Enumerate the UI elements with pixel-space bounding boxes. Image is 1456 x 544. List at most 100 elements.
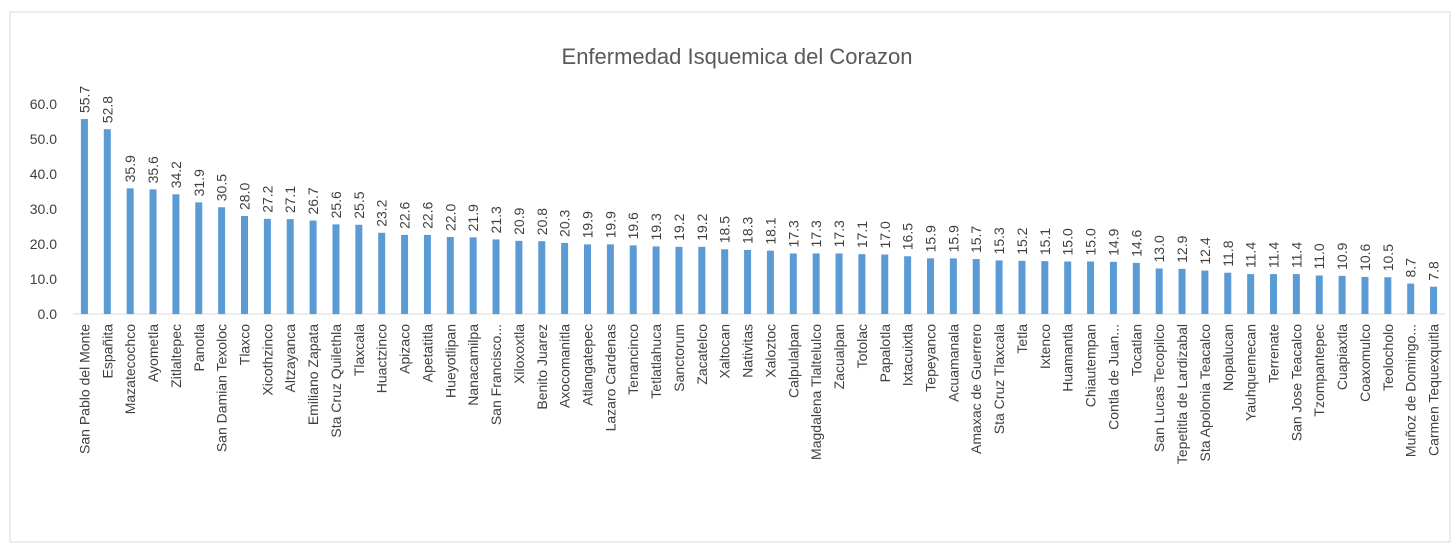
x-tick-label: Apetatitla bbox=[419, 324, 435, 383]
x-tick-label: Magdalena Tlaltelulco bbox=[808, 324, 824, 460]
data-label: 10.5 bbox=[1380, 244, 1396, 271]
x-tick-label: Carmen Tequexquitla bbox=[1426, 324, 1442, 456]
x-tick-label: Mazatecochco bbox=[122, 324, 138, 414]
data-label: 23.2 bbox=[374, 199, 390, 226]
bar bbox=[126, 188, 134, 314]
x-tick-label: Atlangatepec bbox=[580, 324, 596, 406]
x-tick-label: Papalotla bbox=[877, 324, 893, 383]
bar bbox=[1132, 262, 1140, 314]
data-label: 15.1 bbox=[1037, 228, 1053, 255]
data-label: 19.6 bbox=[625, 212, 641, 239]
x-tick-label: Hueyotlipan bbox=[442, 324, 458, 398]
data-label: 19.9 bbox=[602, 211, 618, 238]
bar bbox=[1018, 260, 1026, 314]
x-tick-label: Tepeyanco bbox=[923, 324, 939, 392]
data-label: 11.8 bbox=[1220, 240, 1236, 266]
x-tick-label: Coaxomulco bbox=[1357, 324, 1373, 402]
bar bbox=[149, 189, 157, 314]
x-tick-label: Xaloztoc bbox=[762, 324, 778, 378]
data-label: 11.0 bbox=[1311, 243, 1327, 269]
x-tick-label: San Damian Texoloc bbox=[214, 324, 230, 452]
bar bbox=[766, 250, 774, 314]
bar bbox=[241, 216, 248, 314]
x-tick-label: Españita bbox=[99, 324, 115, 379]
data-label: 22.6 bbox=[397, 201, 413, 228]
data-label: 17.0 bbox=[877, 221, 893, 248]
bar bbox=[881, 254, 889, 314]
x-tick-label: Tzompantepec bbox=[1311, 324, 1327, 417]
y-tick-label: 0.0 bbox=[38, 306, 58, 322]
data-label: 20.3 bbox=[557, 209, 573, 236]
bar bbox=[629, 245, 637, 314]
x-tick-label: Sta Cruz Quilethla bbox=[328, 324, 344, 438]
x-tick-label: Benito Juarez bbox=[534, 324, 550, 410]
x-tick-label: Apizaco bbox=[397, 324, 413, 374]
bar bbox=[698, 246, 706, 314]
bar bbox=[812, 253, 820, 314]
chart-title: Enfermedad Isquemica del Corazon bbox=[562, 44, 913, 69]
data-label: 19.2 bbox=[694, 213, 710, 240]
data-label: 18.5 bbox=[717, 216, 733, 243]
data-label: 17.3 bbox=[831, 220, 847, 247]
bar bbox=[1270, 274, 1277, 314]
bar bbox=[515, 240, 523, 314]
bar bbox=[1178, 268, 1186, 314]
data-label: 19.9 bbox=[580, 211, 596, 238]
x-tick-label: Zacatelco bbox=[694, 324, 710, 385]
bar bbox=[332, 224, 340, 314]
y-tick-label: 50.0 bbox=[30, 131, 57, 147]
data-label: 18.1 bbox=[762, 217, 778, 244]
bar bbox=[721, 249, 729, 314]
x-tick-label: San Lucas Tecopilco bbox=[1151, 324, 1167, 452]
bar bbox=[1201, 270, 1209, 314]
bar bbox=[1087, 261, 1095, 314]
x-tick-label: Cuapiaxtla bbox=[1334, 324, 1350, 390]
bar bbox=[469, 237, 477, 314]
data-label: 11.4 bbox=[1243, 242, 1259, 268]
data-label: 22.0 bbox=[442, 204, 458, 231]
bar bbox=[606, 244, 614, 314]
data-label: 14.9 bbox=[1105, 228, 1121, 255]
bar bbox=[80, 119, 88, 314]
x-tick-label: Calpulalpan bbox=[785, 324, 801, 398]
x-tick-label: Tepetitla de Lardizabal bbox=[1174, 324, 1190, 464]
bar bbox=[858, 254, 866, 314]
x-tick-label: Zacualpan bbox=[831, 324, 847, 389]
data-label: 15.2 bbox=[1014, 227, 1030, 254]
data-label: 21.3 bbox=[488, 206, 504, 233]
x-tick-label: Xaltocan bbox=[717, 324, 733, 378]
bar bbox=[446, 237, 454, 314]
x-tick-label: Huamantla bbox=[1060, 324, 1076, 392]
data-label: 14.6 bbox=[1128, 229, 1144, 256]
x-tick-label: Xicothzinco bbox=[259, 324, 275, 396]
bar bbox=[1224, 272, 1232, 314]
y-tick-label: 10.0 bbox=[30, 271, 57, 287]
bar bbox=[195, 202, 203, 314]
data-label: 55.7 bbox=[76, 86, 92, 113]
x-tick-label: Ixtenco bbox=[1037, 324, 1053, 369]
bar bbox=[995, 260, 1003, 314]
data-label: 27.1 bbox=[282, 186, 298, 213]
data-label: 52.8 bbox=[99, 96, 115, 123]
y-tick-label: 40.0 bbox=[30, 166, 57, 182]
bar bbox=[904, 256, 912, 314]
x-tick-label: San Pablo del Monte bbox=[76, 324, 92, 454]
x-tick-label: Sanctorum bbox=[671, 324, 687, 392]
bar bbox=[1041, 261, 1049, 314]
y-tick-label: 20.0 bbox=[30, 236, 57, 252]
data-label: 17.3 bbox=[808, 220, 824, 247]
x-tick-label: Tocatlan bbox=[1128, 324, 1144, 376]
x-tick-label: Yauhquemecan bbox=[1243, 324, 1259, 421]
x-tick-label: Tlaxco bbox=[237, 324, 253, 365]
data-label: 25.5 bbox=[351, 191, 367, 218]
data-label: 19.2 bbox=[671, 213, 687, 240]
bar bbox=[744, 249, 752, 314]
bar bbox=[423, 234, 431, 314]
data-label: 12.9 bbox=[1174, 235, 1190, 262]
bar bbox=[538, 241, 546, 314]
data-label: 28.0 bbox=[237, 183, 253, 210]
x-tick-label: Zitlaltepec bbox=[168, 324, 184, 388]
bar bbox=[286, 219, 294, 314]
data-label: 30.5 bbox=[214, 174, 230, 201]
x-tick-label: Ayometla bbox=[145, 324, 161, 382]
